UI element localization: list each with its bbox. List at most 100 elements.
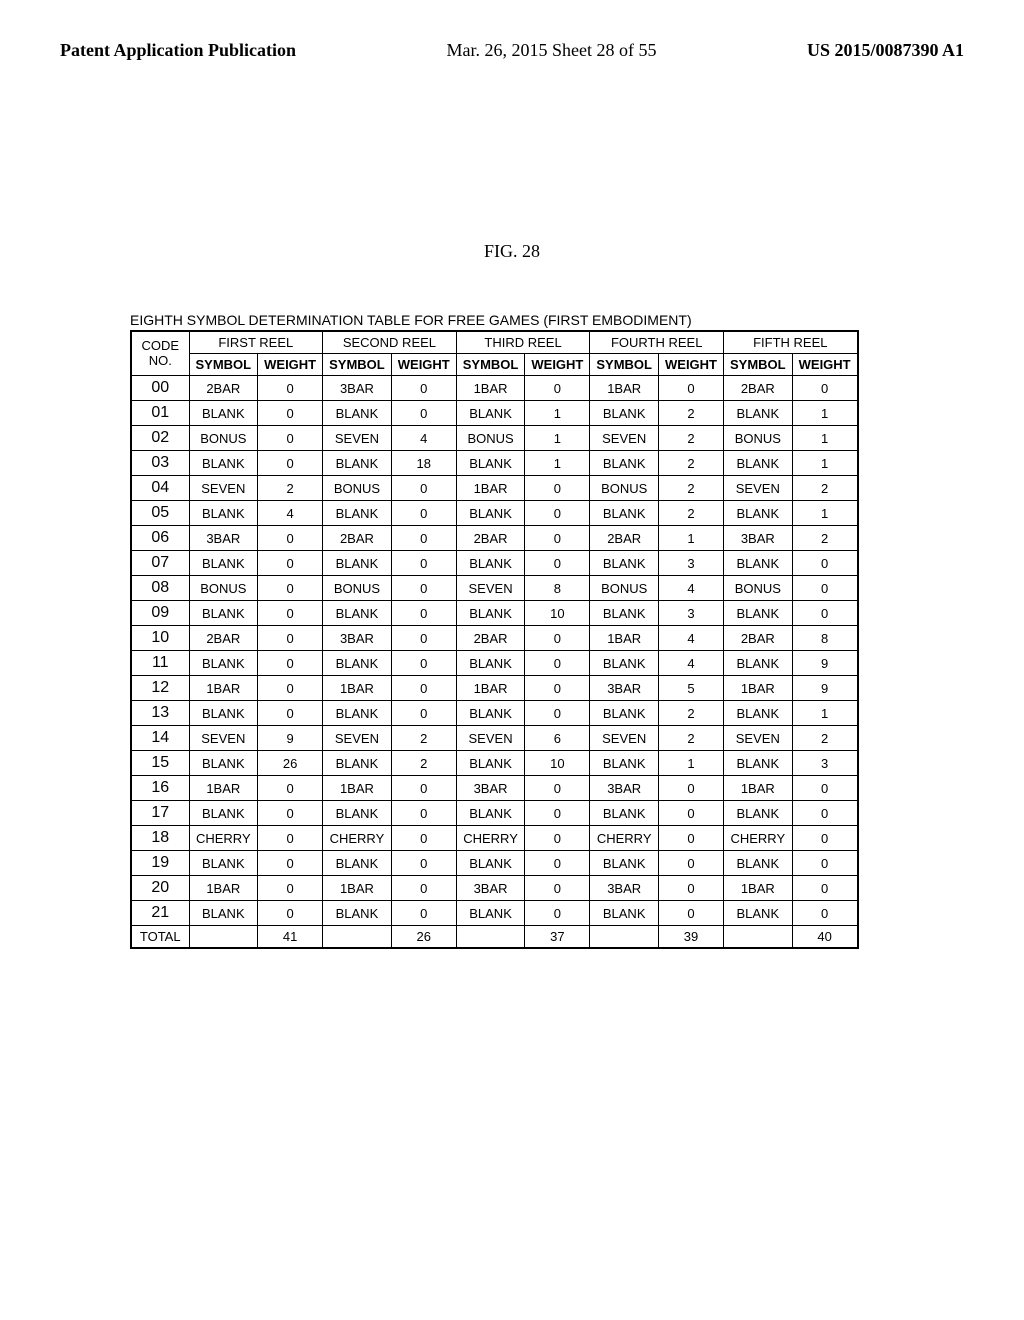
symbol-cell: 2BAR [323, 526, 392, 551]
weight-cell: 0 [525, 826, 590, 851]
weight-cell: 0 [258, 551, 323, 576]
sub-header-symbol-4: SYMBOL [590, 354, 659, 376]
weight-cell: 3 [792, 751, 858, 776]
table-row: 002BAR03BAR01BAR01BAR02BAR0 [131, 376, 858, 401]
weight-cell: 0 [391, 626, 456, 651]
code-cell: 18 [131, 826, 189, 851]
symbol-cell: BLANK [590, 851, 659, 876]
total-weight-cell: 41 [258, 926, 323, 949]
symbol-cell: SEVEN [456, 726, 525, 751]
weight-cell: 1 [659, 526, 724, 551]
symbol-cell: BLANK [189, 851, 258, 876]
symbol-cell: BONUS [323, 576, 392, 601]
symbol-cell: BLANK [590, 701, 659, 726]
symbol-cell: BLANK [724, 551, 793, 576]
weight-cell: 0 [391, 526, 456, 551]
code-cell: 15 [131, 751, 189, 776]
symbol-cell: CHERRY [590, 826, 659, 851]
weight-cell: 0 [792, 876, 858, 901]
weight-cell: 0 [391, 901, 456, 926]
symbol-cell: BLANK [189, 451, 258, 476]
total-weight-cell: 26 [391, 926, 456, 949]
weight-cell: 2 [792, 526, 858, 551]
table-row: 08BONUS0BONUS0SEVEN8BONUS4BONUS0 [131, 576, 858, 601]
code-cell: 03 [131, 451, 189, 476]
symbol-cell: BLANK [323, 601, 392, 626]
code-cell: 04 [131, 476, 189, 501]
table-row: 13BLANK0BLANK0BLANK0BLANK2BLANK1 [131, 701, 858, 726]
code-cell: 17 [131, 801, 189, 826]
symbol-cell: CHERRY [189, 826, 258, 851]
code-cell: 05 [131, 501, 189, 526]
symbol-cell: 1BAR [323, 876, 392, 901]
weight-cell: 1 [792, 501, 858, 526]
weight-cell: 0 [391, 676, 456, 701]
symbol-cell: 1BAR [189, 776, 258, 801]
symbol-cell: SEVEN [590, 426, 659, 451]
symbol-cell: BONUS [724, 426, 793, 451]
symbol-cell: CHERRY [724, 826, 793, 851]
symbol-cell: 3BAR [590, 676, 659, 701]
weight-cell: 1 [525, 451, 590, 476]
table-row: 17BLANK0BLANK0BLANK0BLANK0BLANK0 [131, 801, 858, 826]
symbol-cell: BLANK [323, 801, 392, 826]
total-symbol-cell [323, 926, 392, 949]
symbol-cell: BLANK [590, 551, 659, 576]
symbol-cell: BLANK [724, 501, 793, 526]
weight-cell: 2 [258, 476, 323, 501]
symbol-cell: BLANK [724, 401, 793, 426]
table-row: 03BLANK0BLANK18BLANK1BLANK2BLANK1 [131, 451, 858, 476]
code-cell: 10 [131, 626, 189, 651]
symbol-cell: 3BAR [456, 776, 525, 801]
symbol-cell: SEVEN [323, 726, 392, 751]
symbol-cell: SEVEN [724, 726, 793, 751]
symbol-cell: BLANK [189, 401, 258, 426]
weight-cell: 9 [258, 726, 323, 751]
total-weight-cell: 40 [792, 926, 858, 949]
weight-cell: 0 [258, 451, 323, 476]
weight-cell: 0 [525, 776, 590, 801]
code-cell: 16 [131, 776, 189, 801]
symbol-cell: BLANK [189, 601, 258, 626]
weight-cell: 0 [525, 526, 590, 551]
weight-cell: 2 [391, 751, 456, 776]
weight-cell: 4 [258, 501, 323, 526]
weight-cell: 1 [792, 426, 858, 451]
symbol-cell: 1BAR [724, 876, 793, 901]
code-cell: 14 [131, 726, 189, 751]
weight-cell: 4 [659, 651, 724, 676]
weight-cell: 2 [792, 726, 858, 751]
weight-cell: 0 [659, 776, 724, 801]
code-cell: 06 [131, 526, 189, 551]
weight-cell: 0 [391, 801, 456, 826]
reel-header-4: FOURTH REEL [590, 331, 724, 354]
weight-cell: 0 [391, 851, 456, 876]
symbol-cell: BLANK [456, 551, 525, 576]
code-cell: 01 [131, 401, 189, 426]
weight-cell: 4 [659, 576, 724, 601]
weight-cell: 0 [391, 826, 456, 851]
weight-cell: 10 [525, 751, 590, 776]
table-row: 102BAR03BAR02BAR01BAR42BAR8 [131, 626, 858, 651]
weight-cell: 0 [391, 876, 456, 901]
total-label-cell: TOTAL [131, 926, 189, 949]
symbol-cell: 2BAR [590, 526, 659, 551]
symbol-cell: BLANK [724, 751, 793, 776]
symbol-cell: 1BAR [724, 676, 793, 701]
symbol-cell: BLANK [590, 651, 659, 676]
table-row: 11BLANK0BLANK0BLANK0BLANK4BLANK9 [131, 651, 858, 676]
symbol-cell: BLANK [323, 751, 392, 776]
total-symbol-cell [189, 926, 258, 949]
weight-cell: 8 [792, 626, 858, 651]
symbol-cell: CHERRY [456, 826, 525, 851]
symbol-cell: SEVEN [456, 576, 525, 601]
sub-header-symbol-5: SYMBOL [724, 354, 793, 376]
symbol-cell: BLANK [456, 401, 525, 426]
symbol-cell: 3BAR [590, 876, 659, 901]
symbol-cell: 1BAR [189, 876, 258, 901]
symbol-cell: SEVEN [323, 426, 392, 451]
weight-cell: 0 [659, 826, 724, 851]
weight-cell: 2 [659, 476, 724, 501]
weight-cell: 0 [659, 376, 724, 401]
symbol-cell: BLANK [456, 801, 525, 826]
